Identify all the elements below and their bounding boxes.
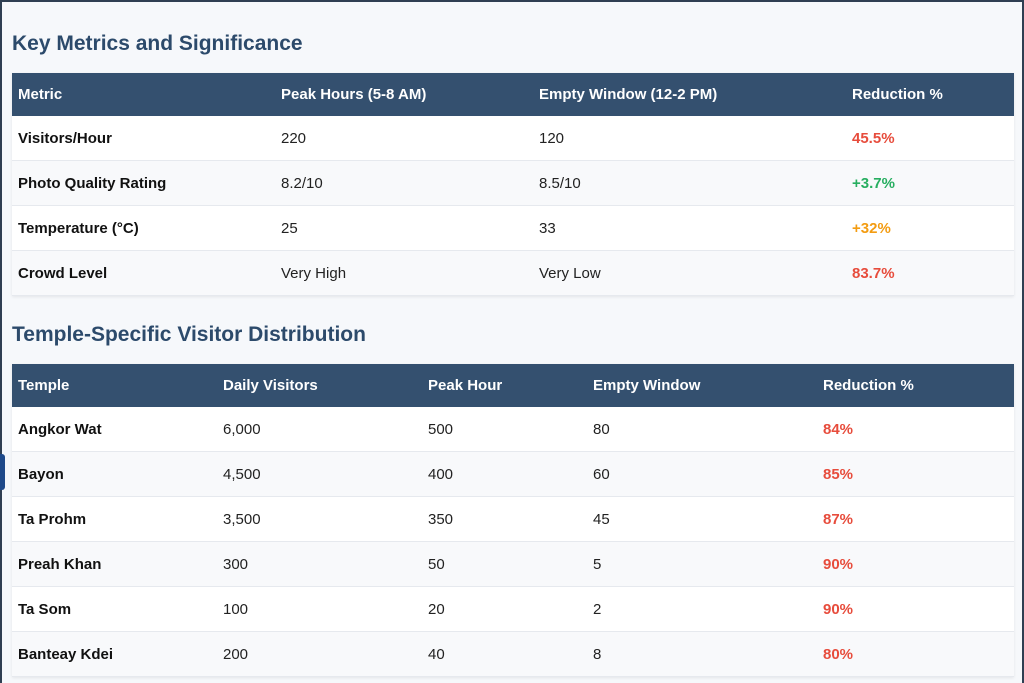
metric-reduction-value: 45.5% bbox=[846, 116, 1014, 161]
window-border-left bbox=[0, 0, 2, 683]
temple-peak-hour: 20 bbox=[422, 586, 587, 632]
temple-reduction: 85% bbox=[817, 451, 1014, 497]
temples-header-row: Temple Daily Visitors Peak Hour Empty Wi… bbox=[12, 364, 1014, 407]
temple-row: Ta Som 100 20 2 90% bbox=[12, 586, 1014, 632]
temple-empty-window: 2 bbox=[587, 586, 817, 632]
temple-name: Preah Khan bbox=[12, 541, 217, 587]
metric-empty-value: 33 bbox=[533, 205, 846, 251]
temples-header-daily: Daily Visitors bbox=[217, 364, 422, 407]
metric-peak-value: 220 bbox=[275, 116, 533, 161]
temple-row: Banteay Kdei 200 40 8 80% bbox=[12, 631, 1014, 677]
temples-header-empty: Empty Window bbox=[587, 364, 817, 407]
temple-reduction: 87% bbox=[817, 496, 1014, 542]
metric-name: Visitors/Hour bbox=[12, 116, 275, 161]
temple-peak-hour: 400 bbox=[422, 451, 587, 497]
temple-empty-window: 60 bbox=[587, 451, 817, 497]
temple-daily-visitors: 200 bbox=[217, 631, 422, 677]
metric-reduction-value: 83.7% bbox=[846, 250, 1014, 296]
temple-name: Ta Som bbox=[12, 586, 217, 632]
window-border-right bbox=[1022, 0, 1024, 683]
metric-reduction-value: +32% bbox=[846, 205, 1014, 251]
temple-peak-hour: 500 bbox=[422, 407, 587, 452]
metric-peak-value: 25 bbox=[275, 205, 533, 251]
metrics-header-row: Metric Peak Hours (5-8 AM) Empty Window … bbox=[12, 73, 1014, 116]
temple-daily-visitors: 300 bbox=[217, 541, 422, 587]
temples-section-title: Temple-Specific Visitor Distribution bbox=[12, 323, 366, 346]
temple-empty-window: 8 bbox=[587, 631, 817, 677]
temple-peak-hour: 50 bbox=[422, 541, 587, 587]
metric-reduction-value: +3.7% bbox=[846, 160, 1014, 206]
temple-daily-visitors: 100 bbox=[217, 586, 422, 632]
metrics-row: Temperature (°C) 25 33 +32% bbox=[12, 205, 1014, 251]
temple-row: Preah Khan 300 50 5 90% bbox=[12, 541, 1014, 587]
side-panel-handle[interactable] bbox=[0, 454, 5, 490]
metric-name: Photo Quality Rating bbox=[12, 160, 275, 206]
temple-peak-hour: 40 bbox=[422, 631, 587, 677]
metrics-header-reduction: Reduction % bbox=[846, 73, 1014, 116]
metric-peak-value: 8.2/10 bbox=[275, 160, 533, 206]
metrics-header-empty: Empty Window (12-2 PM) bbox=[533, 73, 846, 116]
metric-empty-value: Very Low bbox=[533, 250, 846, 296]
temple-reduction: 90% bbox=[817, 586, 1014, 632]
temple-reduction: 84% bbox=[817, 407, 1014, 452]
temple-daily-visitors: 4,500 bbox=[217, 451, 422, 497]
temple-row: Angkor Wat 6,000 500 80 84% bbox=[12, 407, 1014, 452]
metrics-row: Visitors/Hour 220 120 45.5% bbox=[12, 116, 1014, 161]
metrics-header-metric: Metric bbox=[12, 73, 275, 116]
metrics-section-title: Key Metrics and Significance bbox=[12, 32, 303, 55]
temple-name: Ta Prohm bbox=[12, 496, 217, 542]
temple-name: Bayon bbox=[12, 451, 217, 497]
metric-empty-value: 120 bbox=[533, 116, 846, 161]
metrics-row: Crowd Level Very High Very Low 83.7% bbox=[12, 250, 1014, 296]
temple-empty-window: 80 bbox=[587, 407, 817, 452]
temple-row: Bayon 4,500 400 60 85% bbox=[12, 451, 1014, 497]
window-border-top bbox=[0, 0, 1024, 2]
temple-empty-window: 5 bbox=[587, 541, 817, 587]
metric-name: Temperature (°C) bbox=[12, 205, 275, 251]
temple-name: Banteay Kdei bbox=[12, 631, 217, 677]
temple-daily-visitors: 6,000 bbox=[217, 407, 422, 452]
metric-empty-value: 8.5/10 bbox=[533, 160, 846, 206]
temple-peak-hour: 350 bbox=[422, 496, 587, 542]
metrics-row: Photo Quality Rating 8.2/10 8.5/10 +3.7% bbox=[12, 160, 1014, 206]
metric-name: Crowd Level bbox=[12, 250, 275, 296]
metrics-header-peak: Peak Hours (5-8 AM) bbox=[275, 73, 533, 116]
temples-header-reduction: Reduction % bbox=[817, 364, 1014, 407]
temple-empty-window: 45 bbox=[587, 496, 817, 542]
temple-reduction: 80% bbox=[817, 631, 1014, 677]
temple-reduction: 90% bbox=[817, 541, 1014, 587]
temple-daily-visitors: 3,500 bbox=[217, 496, 422, 542]
temples-table: Temple Daily Visitors Peak Hour Empty Wi… bbox=[12, 364, 1014, 677]
metrics-table: Metric Peak Hours (5-8 AM) Empty Window … bbox=[12, 73, 1014, 296]
temple-name: Angkor Wat bbox=[12, 407, 217, 452]
metric-peak-value: Very High bbox=[275, 250, 533, 296]
temples-header-temple: Temple bbox=[12, 364, 217, 407]
temple-row: Ta Prohm 3,500 350 45 87% bbox=[12, 496, 1014, 542]
temples-header-peak: Peak Hour bbox=[422, 364, 587, 407]
